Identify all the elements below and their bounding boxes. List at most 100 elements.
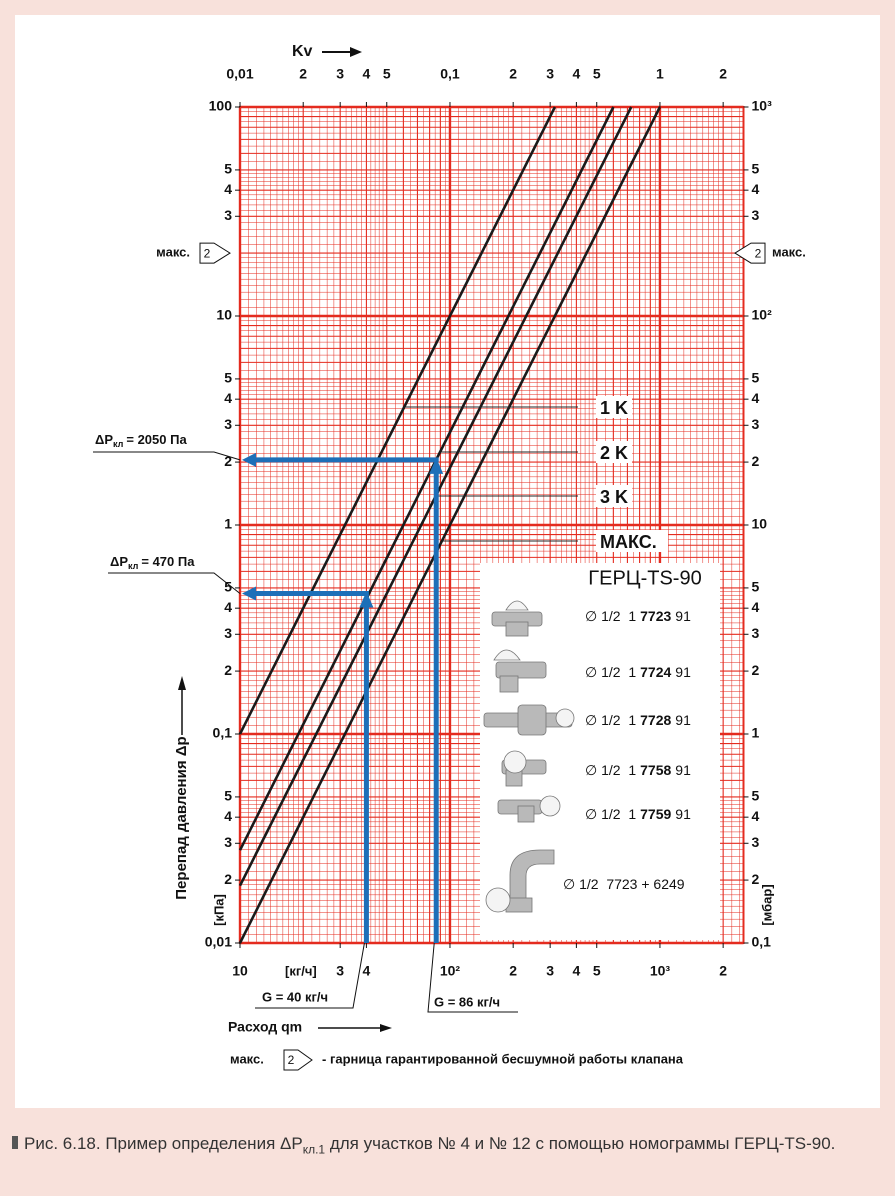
max-label: макс. bbox=[772, 245, 806, 260]
tick-label: 1 bbox=[224, 516, 232, 532]
code-suffix: 91 bbox=[675, 712, 691, 728]
code-suffix: 91 bbox=[675, 762, 691, 778]
x2-title: Kv bbox=[292, 43, 313, 60]
tick-label: 4 bbox=[752, 599, 760, 615]
chart: Kv Расход qm [кг/ч] Перепад давления Δp … bbox=[15, 15, 880, 1108]
product-code: ∅ 1/2 1 7759 91 bbox=[585, 806, 691, 822]
inset: ГЕРЦ-TS-90 ∅ 1/2 1 7723 91∅ 1/2 1 7724 91∅ 1… bbox=[480, 563, 720, 940]
y-unit: [кПа] bbox=[211, 894, 226, 926]
legend-symbol bbox=[283, 1049, 313, 1071]
product-code: ∅ 1/2 1 7758 91 bbox=[585, 762, 691, 778]
max-number: 2 bbox=[755, 246, 762, 260]
arrowhead bbox=[242, 586, 256, 601]
tick-label: 3 bbox=[752, 416, 760, 432]
code-suffix: 91 bbox=[675, 608, 691, 624]
tick-label: 0,1 bbox=[752, 934, 772, 950]
tick-label: 5 bbox=[752, 788, 760, 804]
tick-label: 0,1 bbox=[440, 66, 460, 82]
code-prefix: ∅ 1/2 7723 + 6249 bbox=[563, 876, 685, 892]
leader-line bbox=[108, 572, 241, 594]
dp-value: = 2050 Па bbox=[126, 432, 187, 447]
code-number: 7728 bbox=[640, 712, 671, 728]
x-title: Расход qm bbox=[228, 1019, 302, 1035]
product-code: ∅ 1/2 1 7728 91 bbox=[585, 712, 691, 728]
max-number: 2 bbox=[204, 246, 211, 260]
tick-label: 4 bbox=[224, 599, 232, 615]
tick-label: 1 bbox=[656, 66, 664, 82]
tick-label: 4 bbox=[572, 963, 580, 979]
tick-label: 5 bbox=[752, 370, 760, 386]
tick-label: 3 bbox=[752, 207, 760, 223]
leader-line bbox=[427, 942, 518, 1013]
tick-label: 3 bbox=[752, 625, 760, 641]
tick-label: 4 bbox=[752, 181, 760, 197]
marks bbox=[238, 106, 662, 944]
tick-label: 5 bbox=[752, 161, 760, 177]
label-bg bbox=[596, 396, 632, 418]
tick-label: 5 bbox=[224, 370, 232, 386]
tick-label: 0,01 bbox=[205, 934, 232, 950]
y2-unit: [мбар] bbox=[759, 884, 774, 925]
tick-label: 2 bbox=[752, 871, 760, 887]
tick-label: 10² bbox=[752, 307, 773, 323]
tick-label: 3 bbox=[336, 66, 344, 82]
tick-label: 4 bbox=[752, 390, 760, 406]
tick-label: 10³ bbox=[752, 98, 773, 114]
tick-label: 2 bbox=[299, 66, 307, 82]
caption-sub: кл.1 bbox=[302, 1142, 326, 1157]
tick-label: 3 bbox=[546, 963, 554, 979]
x-unit: [кг/ч] bbox=[285, 963, 317, 978]
code-number: 7724 bbox=[640, 664, 671, 680]
tick-label: 4 bbox=[224, 181, 232, 197]
code-prefix: ∅ 1/2 1 bbox=[585, 664, 636, 680]
tick-label: 2 bbox=[719, 963, 727, 979]
arrowhead bbox=[178, 676, 186, 690]
tick-label: 5 bbox=[224, 161, 232, 177]
y-title: Перепад давления Δp bbox=[173, 736, 190, 899]
tick-label: 10 bbox=[232, 963, 248, 979]
tick-label: 2 bbox=[752, 453, 760, 469]
label-bg bbox=[596, 530, 668, 552]
dp-value: = 470 Па bbox=[141, 554, 195, 569]
tick-label: 10² bbox=[440, 963, 461, 979]
tick-label: 2 bbox=[224, 662, 232, 678]
tick-label: 10 bbox=[752, 516, 768, 532]
tick-label: 3 bbox=[224, 416, 232, 432]
dp-label: ΔPкл = 2050 Па bbox=[95, 432, 187, 449]
series-label: 2 K bbox=[600, 443, 628, 463]
arrowhead bbox=[359, 591, 374, 608]
code-suffix: 91 bbox=[675, 664, 691, 680]
tick-label: 5 bbox=[224, 788, 232, 804]
tick-label: 4 bbox=[224, 808, 232, 824]
tick-label: 2 bbox=[509, 963, 517, 979]
tick-label: 2 bbox=[752, 662, 760, 678]
leader-line bbox=[255, 942, 365, 1009]
tick-label: 4 bbox=[363, 963, 371, 979]
tick-label: 5 bbox=[593, 66, 601, 82]
max-symbol bbox=[734, 242, 766, 264]
legend-number: 2 bbox=[288, 1053, 295, 1067]
label-bg bbox=[596, 441, 632, 463]
tick-label: 5 bbox=[752, 579, 760, 595]
series-label: МАКС. bbox=[600, 532, 657, 552]
tick-label: 10³ bbox=[650, 963, 671, 979]
dp-sub: кл bbox=[128, 561, 139, 571]
dp-sub: кл bbox=[113, 439, 124, 449]
tick-label: 3 bbox=[224, 834, 232, 850]
series-label: 1 K bbox=[600, 398, 628, 418]
caption-text: для участков № 4 и № 12 с помощью номогр… bbox=[325, 1134, 836, 1153]
dp-symbol: ΔP bbox=[95, 432, 113, 447]
g-label: G = 40 кг/ч bbox=[262, 989, 328, 1004]
tick-label: 5 bbox=[383, 66, 391, 82]
tick-label: 100 bbox=[209, 98, 233, 114]
code-prefix: ∅ 1/2 1 bbox=[585, 806, 636, 822]
tick-label: 4 bbox=[363, 66, 371, 82]
tick-label: 5 bbox=[593, 963, 601, 979]
code-prefix: ∅ 1/2 1 bbox=[585, 762, 636, 778]
dp-label: ΔPкл = 470 Па bbox=[110, 554, 195, 571]
arrowhead bbox=[429, 457, 444, 474]
caption: Рис. 6.18. Пример определения ΔPкл.1 для… bbox=[12, 1130, 887, 1163]
code-number: 7758 bbox=[640, 762, 671, 778]
series-line bbox=[238, 106, 662, 944]
